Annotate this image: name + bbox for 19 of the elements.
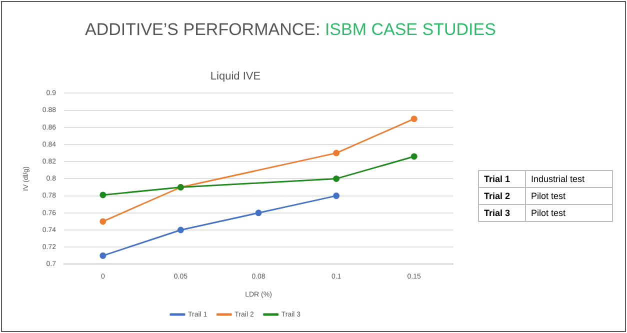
point	[100, 192, 106, 198]
point	[177, 226, 184, 234]
point	[333, 192, 340, 200]
text: Liquid IVE	[210, 70, 261, 83]
text: Trial 2	[478, 188, 526, 204]
text: Pilot test	[526, 204, 612, 222]
point	[100, 252, 106, 259]
point	[100, 218, 106, 225]
text: Trial 3	[478, 204, 526, 222]
point	[255, 210, 262, 216]
point	[333, 175, 340, 182]
text: Pilot test	[526, 188, 612, 204]
chart-title: ADDITIVE’S PERFORMANCE:	[85, 20, 320, 39]
point	[410, 153, 418, 160]
text: Industrial test	[526, 170, 612, 188]
text: Trial 1	[478, 170, 526, 188]
point	[410, 116, 418, 122]
point	[333, 150, 340, 156]
chart-subtitle: ISBM CASE STUDIES	[324, 20, 496, 39]
